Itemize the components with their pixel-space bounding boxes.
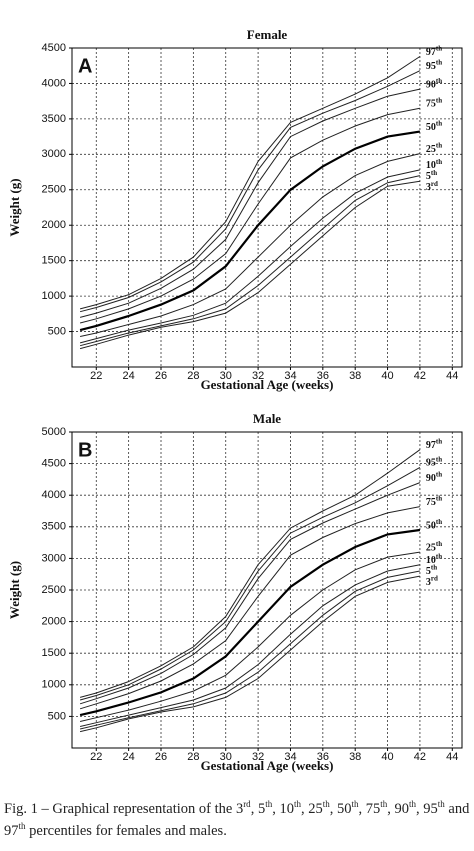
plot-frame	[71, 47, 463, 368]
percentile-line	[79, 70, 421, 313]
y-tick-label: 1000	[42, 679, 66, 691]
percentile-line	[79, 528, 421, 717]
y-tick-label: 1500	[42, 255, 66, 267]
series-label: 3rd	[426, 180, 438, 194]
x-tick-label: 24	[123, 751, 135, 763]
series-label: 75th	[426, 96, 442, 110]
x-tick-label: 34	[284, 751, 296, 763]
series-label: 25th	[426, 540, 442, 554]
x-tick-label: 42	[414, 370, 426, 382]
series-label: 50th	[426, 518, 442, 532]
y-tick-label: 4000	[42, 489, 66, 501]
x-axis-label: Gestational Age (weeks)	[201, 377, 334, 392]
series-label: 90th	[426, 77, 442, 91]
x-tick-label: 36	[317, 370, 329, 382]
percentile-line	[79, 466, 421, 701]
percentile-line	[79, 175, 421, 347]
percentile-line	[79, 482, 421, 705]
x-tick-label: 44	[446, 751, 458, 763]
y-tick-label: 2000	[42, 616, 66, 628]
figure: Female 500 1000 1500 2000 2500 3000 3500 4000 450…	[7, 27, 463, 773]
percentile-line	[79, 130, 421, 332]
series-label: 95th	[426, 455, 442, 469]
x-tick-label: 30	[220, 751, 232, 763]
x-tick-label: 42	[414, 751, 426, 763]
y-tick-label: 4000	[42, 77, 66, 89]
plot-frame	[71, 431, 463, 749]
x-tick-label: 22	[90, 751, 102, 763]
x-tick-label: 38	[349, 751, 361, 763]
chart-title: Female	[247, 27, 288, 42]
y-tick-label: 2500	[42, 184, 66, 196]
percentile-line	[79, 153, 421, 337]
x-axis-label: Gestational Age (weeks)	[201, 758, 334, 773]
series-label: 5th	[426, 169, 437, 183]
panel-label: A	[78, 55, 92, 77]
y-tick-label: 3000	[42, 148, 66, 160]
percentile-line	[79, 551, 420, 722]
series-label: 90th	[426, 470, 442, 484]
series-label: 5th	[426, 563, 437, 577]
y-tick-label: 3500	[42, 113, 66, 125]
percentile-line	[79, 449, 421, 698]
percentile-line	[79, 575, 420, 733]
x-tick-label: 28	[187, 751, 199, 763]
y-tick-label: 500	[48, 710, 66, 722]
panel-label: B	[78, 439, 92, 461]
y-axis-label: Weight (g)	[7, 178, 22, 236]
y-axis-label: Weight (g)	[7, 561, 22, 619]
y-tick-label: 500	[48, 325, 66, 337]
x-tick-label: 32	[252, 370, 264, 382]
y-tick-label: 5000	[42, 426, 66, 438]
percentile-line	[79, 180, 420, 350]
y-tick-label: 3500	[42, 521, 66, 533]
series-label: 97th	[426, 44, 442, 58]
percentile-line	[79, 88, 421, 318]
caption: Fig. 1 – Graphical representation of the…	[4, 799, 470, 839]
x-tick-label: 32	[252, 751, 264, 763]
x-tick-label: 24	[123, 370, 135, 382]
x-tick-label: 26	[155, 751, 167, 763]
series-label: 97th	[426, 437, 442, 451]
x-tick-label: 44	[446, 370, 458, 382]
y-tick-label: 1000	[42, 290, 66, 302]
series-label: 95th	[426, 58, 442, 72]
x-tick-label: 36	[317, 751, 329, 763]
y-tick-label: 4500	[42, 458, 66, 470]
y-tick-label: 3000	[42, 552, 66, 564]
percentile-line	[79, 107, 420, 324]
y-tick-label: 2500	[42, 584, 66, 596]
series-label: 25th	[426, 141, 442, 155]
percentile-line	[79, 570, 420, 730]
x-tick-label: 22	[90, 370, 102, 382]
y-tick-label: 1500	[42, 647, 66, 659]
percentile-line	[79, 169, 421, 344]
x-tick-label: 38	[349, 370, 361, 382]
series-label: 3rd	[426, 574, 438, 588]
chart-title: Male	[253, 411, 281, 426]
x-tick-label: 34	[284, 370, 296, 382]
percentile-line	[79, 56, 421, 310]
x-tick-label: 30	[220, 370, 232, 382]
x-tick-label: 40	[381, 751, 393, 763]
y-tick-label: 2000	[42, 219, 66, 231]
y-tick-label: 4500	[42, 42, 66, 54]
x-tick-label: 26	[155, 370, 167, 382]
x-tick-label: 40	[381, 370, 393, 382]
percentile-line	[79, 506, 420, 710]
x-tick-label: 28	[187, 370, 199, 382]
series-label: 50th	[426, 119, 442, 133]
percentile-line	[79, 564, 420, 727]
series-label: 75th	[426, 494, 442, 508]
